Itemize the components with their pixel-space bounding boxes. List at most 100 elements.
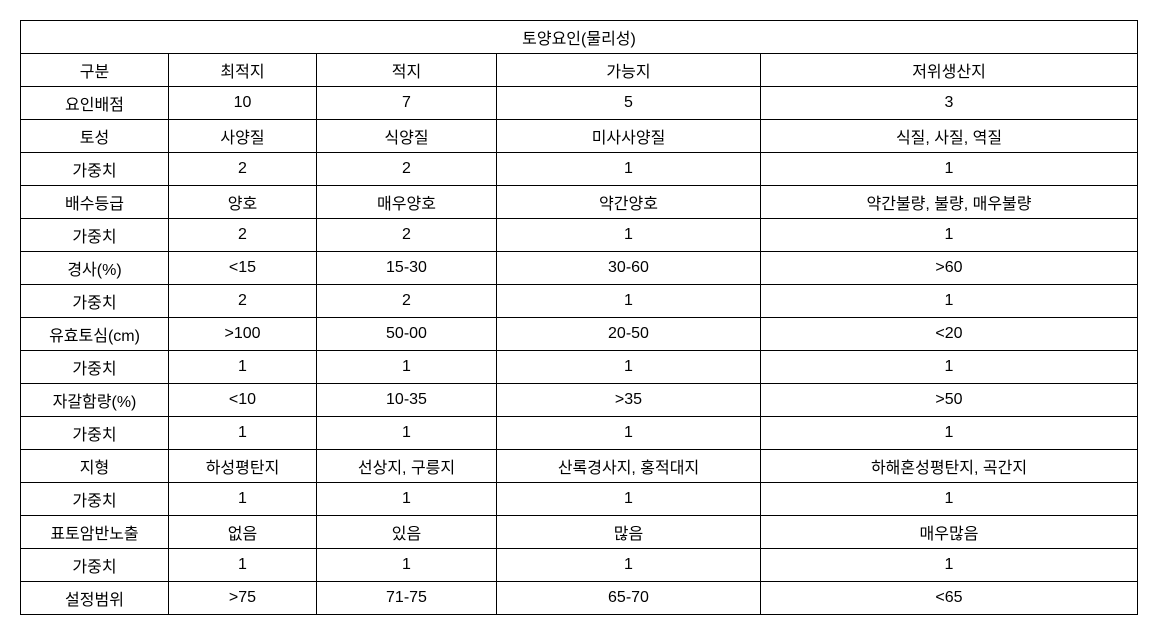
cell: 선상지, 구릉지 bbox=[317, 450, 497, 483]
cell: 배수등급 bbox=[21, 186, 169, 219]
cell: 많음 bbox=[497, 516, 761, 549]
table-header-row: 구분 최적지 적지 가능지 저위생산지 bbox=[21, 54, 1138, 87]
cell: 경사(%) bbox=[21, 252, 169, 285]
cell: 하해혼성평탄지, 곡간지 bbox=[761, 450, 1138, 483]
cell: 5 bbox=[497, 87, 761, 120]
cell: 표토암반노출 bbox=[21, 516, 169, 549]
cell: 토성 bbox=[21, 120, 169, 153]
table-row: 경사(%) <15 15-30 30-60 >60 bbox=[21, 252, 1138, 285]
cell: 1 bbox=[497, 153, 761, 186]
cell: 1 bbox=[317, 417, 497, 450]
cell: 1 bbox=[497, 483, 761, 516]
cell: 1 bbox=[761, 417, 1138, 450]
cell: 식질, 사질, 역질 bbox=[761, 120, 1138, 153]
table-row: 지형 하성평탄지 선상지, 구릉지 산록경사지, 홍적대지 하해혼성평탄지, 곡… bbox=[21, 450, 1138, 483]
cell: 1 bbox=[169, 417, 317, 450]
cell: 있음 bbox=[317, 516, 497, 549]
cell: 1 bbox=[317, 351, 497, 384]
cell: 매우많음 bbox=[761, 516, 1138, 549]
cell: 가중치 bbox=[21, 417, 169, 450]
table-row: 배수등급 양호 매우양호 약간양호 약간불량, 불량, 매우불량 bbox=[21, 186, 1138, 219]
cell: 10 bbox=[169, 87, 317, 120]
cell: 가중치 bbox=[21, 219, 169, 252]
header-cell-optimal: 최적지 bbox=[169, 54, 317, 87]
table-row: 토성 사양질 식양질 미사사양질 식질, 사질, 역질 bbox=[21, 120, 1138, 153]
table-row: 가중치 1 1 1 1 bbox=[21, 549, 1138, 582]
cell: 1 bbox=[761, 153, 1138, 186]
cell: 가중치 bbox=[21, 351, 169, 384]
cell: <65 bbox=[761, 582, 1138, 615]
cell: 미사사양질 bbox=[497, 120, 761, 153]
cell: 가중치 bbox=[21, 285, 169, 318]
cell: 10-35 bbox=[317, 384, 497, 417]
cell: 71-75 bbox=[317, 582, 497, 615]
cell: >100 bbox=[169, 318, 317, 351]
table-row: 요인배점 10 7 5 3 bbox=[21, 87, 1138, 120]
cell: 30-60 bbox=[497, 252, 761, 285]
table-row: 가중치 1 1 1 1 bbox=[21, 351, 1138, 384]
cell: 요인배점 bbox=[21, 87, 169, 120]
cell: 2 bbox=[317, 285, 497, 318]
cell: 1 bbox=[169, 483, 317, 516]
table-row: 가중치 2 2 1 1 bbox=[21, 285, 1138, 318]
cell: 65-70 bbox=[497, 582, 761, 615]
cell: 유효토심(cm) bbox=[21, 318, 169, 351]
cell: 1 bbox=[761, 483, 1138, 516]
table-body: 토양요인(물리성) 구분 최적지 적지 가능지 저위생산지 요인배점 10 7 … bbox=[21, 21, 1138, 615]
cell: 설정범위 bbox=[21, 582, 169, 615]
cell: 없음 bbox=[169, 516, 317, 549]
table-row: 가중치 1 1 1 1 bbox=[21, 417, 1138, 450]
cell: 1 bbox=[317, 549, 497, 582]
cell: 지형 bbox=[21, 450, 169, 483]
cell: 1 bbox=[761, 351, 1138, 384]
table-title-row: 토양요인(물리성) bbox=[21, 21, 1138, 54]
cell: <15 bbox=[169, 252, 317, 285]
cell: 1 bbox=[317, 483, 497, 516]
cell: 1 bbox=[497, 351, 761, 384]
cell: 양호 bbox=[169, 186, 317, 219]
cell: 가중치 bbox=[21, 153, 169, 186]
cell: 하성평탄지 bbox=[169, 450, 317, 483]
table-row: 설정범위 >75 71-75 65-70 <65 bbox=[21, 582, 1138, 615]
table-row: 표토암반노출 없음 있음 많음 매우많음 bbox=[21, 516, 1138, 549]
cell: <10 bbox=[169, 384, 317, 417]
cell: 사양질 bbox=[169, 120, 317, 153]
table-title-cell: 토양요인(물리성) bbox=[21, 21, 1138, 54]
cell: 2 bbox=[317, 219, 497, 252]
cell: 2 bbox=[169, 153, 317, 186]
cell: 1 bbox=[169, 351, 317, 384]
table-row: 가중치 1 1 1 1 bbox=[21, 483, 1138, 516]
cell: >60 bbox=[761, 252, 1138, 285]
cell: 자갈함량(%) bbox=[21, 384, 169, 417]
header-cell-suitable: 적지 bbox=[317, 54, 497, 87]
table-row: 자갈함량(%) <10 10-35 >35 >50 bbox=[21, 384, 1138, 417]
cell: 15-30 bbox=[317, 252, 497, 285]
header-cell-possible: 가능지 bbox=[497, 54, 761, 87]
cell: 약간양호 bbox=[497, 186, 761, 219]
cell: 20-50 bbox=[497, 318, 761, 351]
cell: <20 bbox=[761, 318, 1138, 351]
table-row: 가중치 2 2 1 1 bbox=[21, 219, 1138, 252]
cell: 식양질 bbox=[317, 120, 497, 153]
cell: >35 bbox=[497, 384, 761, 417]
cell: 산록경사지, 홍적대지 bbox=[497, 450, 761, 483]
cell: 2 bbox=[169, 219, 317, 252]
cell: 1 bbox=[761, 285, 1138, 318]
cell: 가중치 bbox=[21, 549, 169, 582]
header-cell-category: 구분 bbox=[21, 54, 169, 87]
cell: 50-00 bbox=[317, 318, 497, 351]
cell: >75 bbox=[169, 582, 317, 615]
cell: 1 bbox=[761, 219, 1138, 252]
cell: 약간불량, 불량, 매우불량 bbox=[761, 186, 1138, 219]
cell: 1 bbox=[169, 549, 317, 582]
cell: 7 bbox=[317, 87, 497, 120]
cell: 1 bbox=[497, 219, 761, 252]
table-row: 가중치 2 2 1 1 bbox=[21, 153, 1138, 186]
table-row: 유효토심(cm) >100 50-00 20-50 <20 bbox=[21, 318, 1138, 351]
cell: 1 bbox=[497, 417, 761, 450]
cell: 가중치 bbox=[21, 483, 169, 516]
cell: 매우양호 bbox=[317, 186, 497, 219]
cell: 1 bbox=[497, 285, 761, 318]
cell: 2 bbox=[317, 153, 497, 186]
cell: 1 bbox=[761, 549, 1138, 582]
